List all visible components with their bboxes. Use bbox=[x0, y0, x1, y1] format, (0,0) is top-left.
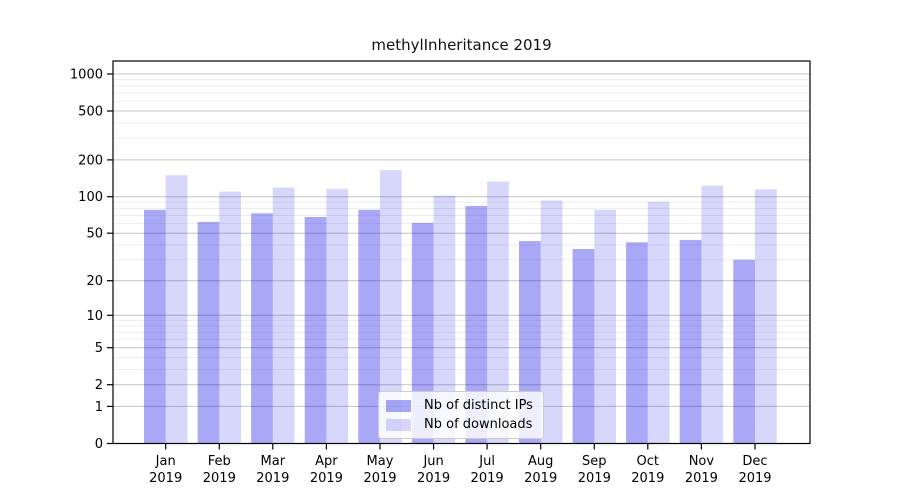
x-tick-label-month: Feb bbox=[208, 454, 231, 469]
x-tick-label-year: 2019 bbox=[471, 471, 504, 486]
y-tick-label: 500 bbox=[78, 105, 103, 120]
bar-ips-jan bbox=[144, 209, 166, 444]
bar-downloads-jun bbox=[433, 195, 456, 444]
y-tick-label: 1000 bbox=[70, 68, 103, 83]
x-tick-label-month: Jul bbox=[478, 454, 495, 469]
bar-ips-feb bbox=[197, 221, 220, 444]
bar-downloads-jul bbox=[487, 181, 509, 444]
bar-ips-oct bbox=[626, 242, 648, 444]
plot-border bbox=[112, 60, 811, 445]
bar-ips-nov bbox=[679, 239, 702, 444]
bar-downloads-oct bbox=[647, 201, 670, 444]
x-tick-label-month: Sep bbox=[582, 454, 607, 469]
x-tick-label-month: Jun bbox=[422, 454, 443, 469]
x-tick-label-year: 2019 bbox=[631, 471, 664, 486]
y-tick-label: 2 bbox=[95, 378, 103, 393]
legend-swatch-downloads bbox=[386, 418, 411, 431]
bar-downloads-dec bbox=[755, 189, 777, 444]
x-tick-label-year: 2019 bbox=[310, 471, 343, 486]
bar-ips-apr bbox=[304, 217, 327, 444]
x-tick-label-year: 2019 bbox=[524, 471, 557, 486]
bar-downloads-feb bbox=[219, 191, 241, 444]
x-tick-label-month: Nov bbox=[689, 454, 715, 469]
x-tick-label-year: 2019 bbox=[417, 471, 450, 486]
x-tick-label-month: Jan bbox=[155, 454, 176, 469]
x-tick-label-year: 2019 bbox=[578, 471, 611, 486]
chart-title: methylInheritance 2019 bbox=[371, 36, 552, 54]
x-tick-label-year: 2019 bbox=[149, 471, 182, 486]
legend: Nb of distinct IPs Nb of downloads bbox=[378, 391, 544, 439]
y-tick-label: 5 bbox=[95, 341, 103, 356]
x-tick-label-year: 2019 bbox=[685, 471, 718, 486]
y-tick-label: 50 bbox=[86, 227, 103, 242]
bar-downloads-mar bbox=[272, 187, 295, 444]
x-tick-label-month: May bbox=[367, 454, 394, 469]
x-tick-label-year: 2019 bbox=[203, 471, 236, 486]
bar-downloads-jan bbox=[165, 175, 188, 444]
x-tick-label-year: 2019 bbox=[738, 471, 771, 486]
legend-swatch-distinct-ips bbox=[386, 399, 411, 412]
bar-downloads-nov bbox=[701, 185, 724, 444]
legend-item-downloads: Nb of downloads bbox=[386, 417, 535, 432]
legend-label-downloads: Nb of downloads bbox=[424, 417, 533, 432]
bar-downloads-may bbox=[380, 170, 402, 444]
bar-ips-jul bbox=[465, 205, 488, 444]
x-tick-label-month: Oct bbox=[637, 454, 659, 469]
legend-label-distinct-ips: Nb of distinct IPs bbox=[424, 398, 533, 413]
bar-downloads-aug bbox=[540, 200, 563, 444]
bar-ips-jun bbox=[411, 222, 434, 444]
bar-ips-may bbox=[358, 209, 380, 444]
bar-ips-dec bbox=[733, 259, 755, 444]
x-tick-label-month: Apr bbox=[315, 454, 338, 469]
y-tick-label: 0 bbox=[95, 437, 103, 452]
x-tick-label-month: Mar bbox=[261, 454, 286, 469]
x-tick-label-year: 2019 bbox=[363, 471, 396, 486]
y-tick-label: 200 bbox=[78, 153, 103, 168]
y-tick-label: 100 bbox=[78, 190, 103, 205]
x-tick-label-month: Aug bbox=[528, 454, 553, 469]
y-tick-label: 10 bbox=[86, 309, 103, 324]
bar-ips-sep bbox=[572, 249, 595, 444]
x-tick-label-year: 2019 bbox=[256, 471, 289, 486]
y-tick-label: 20 bbox=[86, 274, 103, 289]
y-tick-label: 1 bbox=[95, 400, 103, 415]
legend-item-distinct-ips: Nb of distinct IPs bbox=[386, 398, 535, 413]
bar-downloads-sep bbox=[594, 209, 616, 444]
bar-downloads-apr bbox=[326, 188, 349, 444]
x-tick-label-month: Dec bbox=[742, 454, 767, 469]
bar-ips-mar bbox=[251, 213, 273, 444]
